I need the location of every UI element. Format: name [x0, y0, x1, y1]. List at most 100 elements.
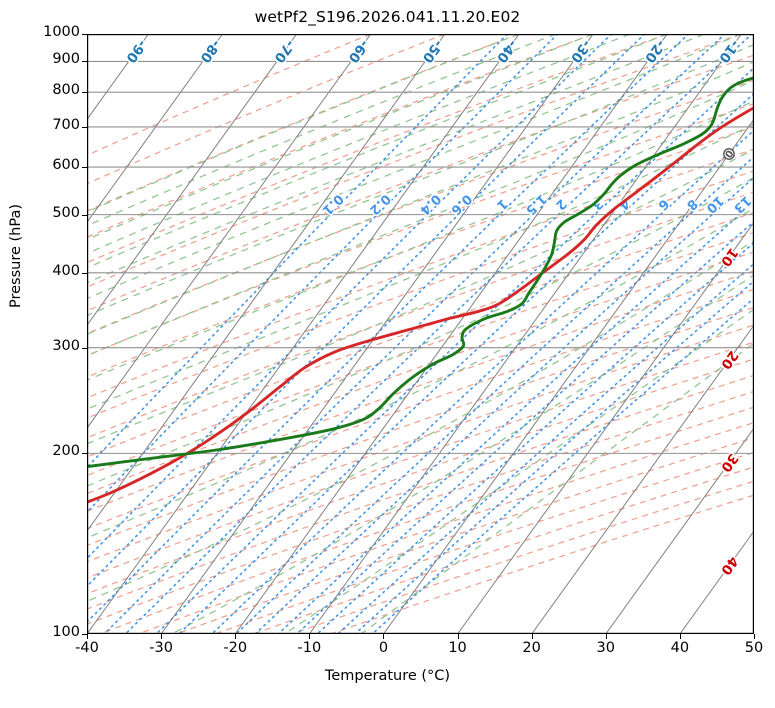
zero-isotherm-marker	[723, 148, 735, 160]
x-tick-mark	[235, 634, 237, 639]
y-tick-label: 200	[52, 443, 80, 460]
moist-adiabat-line	[87, 79, 754, 357]
mixing-ratio-line	[124, 34, 754, 634]
x-tick-mark	[679, 634, 681, 639]
isotherm-line	[87, 34, 223, 224]
y-tick-label: 700	[52, 116, 80, 133]
y-axis-label: Pressure (hPa)	[8, 204, 24, 309]
plot-area: -90 -80 -70 -60 -50 -40 -30 -20 -10 0 10 20 30 40 0.1…	[87, 34, 754, 634]
x-tick-mark	[383, 634, 385, 639]
moist-adiabat-line	[87, 60, 754, 336]
y-tick-label: 100	[52, 624, 80, 640]
pressure-gridlines-group	[87, 34, 754, 634]
moist-adiabat-line	[283, 308, 754, 634]
dry-adiabat-line	[330, 494, 754, 634]
x-tick-mark	[754, 634, 755, 639]
dry-adiabat-line	[87, 306, 754, 547]
isotherm-line	[87, 34, 372, 429]
x-tick-label: -20	[223, 640, 248, 656]
moist-adiabat-line	[87, 148, 754, 445]
isotherm-line	[531, 324, 754, 634]
x-tick-label: 0	[378, 640, 389, 656]
x-tick-label: 50	[744, 640, 764, 656]
isotherm-line	[87, 34, 298, 327]
x-tick-label: -30	[149, 640, 173, 656]
temperature-profile-line	[87, 106, 754, 504]
x-axis-label: Temperature (°C)	[324, 668, 451, 684]
plot-border	[87, 34, 754, 634]
isotherm-label: 0	[722, 147, 735, 160]
dry-adiabat-line	[99, 406, 754, 634]
mixing-ratio-line	[371, 297, 754, 634]
mixing-ratio-line	[295, 220, 754, 634]
dry-adiabats-group	[87, 34, 754, 634]
x-tick-label: -40	[75, 640, 99, 656]
y-tick-label: 600	[52, 157, 80, 174]
dry-adiabat-line	[87, 148, 754, 399]
mixing-ratio-line	[254, 176, 754, 634]
mixing-ratio-line	[87, 34, 613, 560]
dry-adiabat-line	[87, 251, 754, 495]
y-tick-label: 900	[52, 51, 80, 68]
isotherm-line	[308, 34, 742, 634]
isotherm-line	[160, 34, 594, 634]
x-tick-label: 40	[670, 640, 690, 656]
dry-adiabat-line	[214, 451, 754, 634]
dry-adiabat-line	[87, 54, 754, 312]
x-tick-mark	[605, 634, 607, 639]
isotherm-line	[457, 221, 754, 634]
mixing-ratio-line	[103, 34, 727, 634]
x-tick-label: 20	[522, 640, 541, 656]
dry-adiabat-line	[87, 231, 754, 477]
y-tick-label: 300	[52, 337, 80, 354]
mixing-ratio-line	[87, 34, 690, 624]
x-tick-label: -10	[297, 640, 322, 656]
isotherm-line	[87, 34, 520, 634]
figure-title: wetPf2_S196.2026.041.11.20.E02	[254, 8, 521, 26]
dry-adiabat-line	[176, 437, 754, 634]
dry-adiabat-line	[87, 270, 754, 512]
moist-adiabat-line	[87, 176, 754, 487]
x-tick-label: 30	[596, 640, 615, 656]
mixing-ratio-line	[87, 34, 509, 469]
x-tick-mark	[87, 634, 88, 639]
mixing-ratio-line	[87, 34, 559, 514]
isotherm-line	[383, 118, 754, 634]
dry-adiabat-line	[87, 34, 742, 288]
dry-adiabat-line	[87, 170, 754, 419]
moist-adiabats-group	[87, 34, 754, 634]
mixing-ratio-line	[210, 129, 754, 634]
x-tick-mark	[531, 634, 533, 639]
mixing-ratio-line	[336, 262, 754, 634]
x-tick-mark	[309, 634, 311, 639]
isotherms-group	[87, 34, 754, 634]
moist-adiabat-line	[87, 34, 594, 241]
moist-adiabat-line	[87, 34, 557, 227]
dry-adiabat-line	[87, 34, 594, 238]
mixing-ratio-line	[177, 92, 754, 634]
mixing-ratio-lines-group	[87, 34, 754, 634]
x-tick-mark	[457, 634, 459, 639]
dry-adiabat-line	[87, 374, 754, 610]
y-tick-label: 1000	[43, 24, 80, 40]
moist-adiabat-line	[87, 34, 631, 255]
dewpoint-profile-line	[87, 76, 754, 469]
y-tick-label: 800	[52, 82, 80, 99]
dry-adiabat-line	[87, 126, 754, 378]
y-tick-mark	[82, 634, 87, 635]
isotherm-line	[234, 34, 668, 634]
isotherm-line	[87, 34, 446, 532]
moist-adiabat-line	[360, 342, 754, 634]
moist-adiabat-line	[87, 123, 754, 410]
isotherm-line	[605, 427, 754, 634]
x-tick-mark	[161, 634, 163, 639]
x-tick-label: 10	[448, 640, 467, 656]
moist-adiabat-line	[87, 43, 754, 317]
mixing-ratio-line	[87, 34, 646, 588]
dry-adiabat-line	[87, 102, 754, 357]
dry-adiabat-line	[87, 390, 754, 625]
profile-curves-group	[87, 76, 754, 504]
isotherm-line	[679, 530, 754, 634]
